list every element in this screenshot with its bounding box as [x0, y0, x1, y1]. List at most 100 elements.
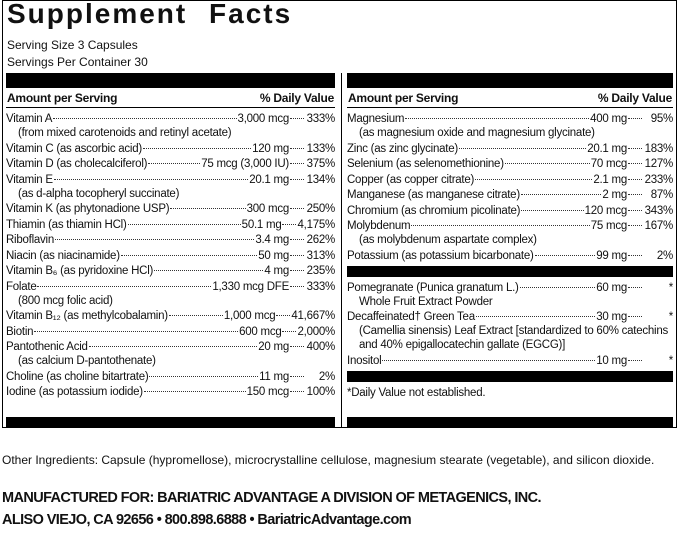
leader: [282, 330, 297, 332]
nutrient-name: Chromium (as chromium picolinate): [347, 204, 521, 217]
amount: 30 mg: [596, 311, 627, 323]
daily-value: 333%: [306, 113, 336, 125]
bar: [347, 265, 673, 277]
amount: 11 mg: [259, 370, 289, 383]
leader: [504, 163, 590, 164]
column-divider: [341, 73, 342, 427]
nutrient-row: Thiamin (as thiamin HCl) 50.1 mg 4,175%: [6, 218, 335, 232]
amount: 300 mcg: [246, 203, 290, 215]
nutrient-name: Choline (as choline bitartrate): [6, 370, 149, 383]
leader: [154, 270, 264, 271]
amount: 1,330 mcg DFE: [212, 280, 289, 293]
amount: 120 mg: [252, 142, 289, 155]
leader: [628, 286, 642, 288]
daily-value: 262%: [306, 234, 336, 246]
nutrient-name: Pantothenic Acid: [6, 341, 88, 353]
nutrient-name: Riboflavin: [6, 234, 54, 246]
amount: 50.1 mg: [241, 218, 282, 231]
leader: [628, 254, 642, 256]
dv-header: % Daily Value: [259, 91, 334, 105]
leader: [127, 223, 241, 225]
nutrient-row: Inositol 10 mg *: [347, 354, 673, 368]
amount: 400 mg: [590, 113, 627, 125]
leader: [282, 223, 297, 225]
nutrient-name: Vitamin C (as ascorbic acid): [6, 142, 142, 155]
amount: 20.1 mg: [587, 142, 627, 155]
leader: [290, 346, 304, 347]
right-column: Amount per Serving % Daily Value Magnesiu…: [347, 73, 673, 427]
nutrient-row: Biotin 600 mcg 2,000%: [6, 325, 335, 339]
nutrient-name: Vitamin A: [6, 113, 53, 125]
amount: 600 mcg: [239, 325, 282, 338]
daily-value: *: [668, 354, 673, 367]
leader: [290, 375, 304, 377]
nutrient-note: (as calcium D-pantothenate): [18, 355, 156, 367]
nutrient-name: Potassium (as potassium bicarbonate): [347, 249, 534, 262]
leader: [521, 209, 584, 211]
nutrient-name: Vitamin D (as cholecalciferol): [6, 158, 148, 170]
leader: [120, 254, 258, 256]
daily-value: 313%: [306, 249, 336, 262]
nutrient-row: Riboflavin 3.4 mg 262%: [6, 233, 335, 247]
nutrient-name: Molybdenum: [347, 220, 411, 232]
leader: [628, 147, 642, 149]
column-header: Amount per Serving % Daily Value: [347, 88, 673, 108]
nutrient-name: Zinc (as zinc glycinate): [347, 142, 458, 155]
nutrient-row: Pantothenic Acid 20 mg 400%: [6, 340, 335, 354]
nutrient-row: Vitamin E 20.1 mg 134%: [6, 173, 335, 187]
leader: [290, 208, 304, 209]
daily-value: 333%: [306, 280, 336, 293]
nutrient-name: Manganese (as manganese citrate): [347, 189, 520, 201]
nutrient-name: Vitamin B₁₂ (as methylcobalamin): [6, 310, 168, 322]
daily-value: 250%: [306, 203, 336, 215]
nutrient-name: Selenium (as selenomethionine): [347, 158, 504, 170]
rows: Magnesium 400 mg 95% (as magnesium oxide an…: [347, 112, 673, 263]
amount: 150 mcg: [246, 386, 290, 398]
nutrient-name: Copper (as copper citrate): [347, 173, 475, 186]
nutrient-row: Decaffeinated† Green Tea 30 mg *: [347, 310, 673, 324]
nutrient-note: (800 mcg folic acid): [18, 294, 113, 307]
nutrient-note: (Camellia sinensis) Leaf Extract [standa…: [359, 325, 668, 351]
leader: [290, 118, 304, 119]
rows: Vitamin A 3,000 mcg 333% (from mixed carote…: [6, 112, 335, 399]
column-header: Amount per Serving % Daily Value: [6, 88, 335, 108]
serving-size: Serving Size 3 Capsules: [7, 38, 138, 52]
leader: [170, 208, 246, 209]
amount: 3,000 mcg: [237, 113, 290, 125]
nutrient-note: (from mixed carotenoids and retinyl acet…: [18, 127, 232, 139]
leader: [276, 315, 291, 316]
daily-value: 2,000%: [297, 325, 335, 338]
leader: [475, 178, 593, 180]
title: Supplement Facts: [7, 0, 293, 29]
nutrient-row: Selenium (as selenomethionine) 70 mcg 127%: [347, 157, 673, 171]
nutrient-note: (as d-alpha tocopheryl succinate): [18, 187, 180, 200]
daily-value: *: [668, 281, 673, 294]
leader: [290, 285, 304, 287]
nutrient-name: Decaffeinated† Green Tea: [347, 311, 475, 323]
nutrient-row: Vitamin K (as phytonadione USP) 300 mcg 25…: [6, 202, 335, 216]
leader: [53, 178, 249, 180]
daily-value: *: [668, 311, 673, 323]
amount: 3.4 mg: [255, 234, 289, 246]
amount: 1,000 mcg: [223, 310, 276, 322]
leader: [411, 225, 590, 226]
amount: 60 mg: [596, 281, 627, 294]
daily-value: 2%: [318, 370, 335, 383]
leader: [53, 118, 237, 119]
leader: [88, 346, 258, 347]
nutrient-note: (as magnesium oxide and magnesium glycin…: [359, 127, 595, 139]
daily-value: 41,667%: [291, 310, 335, 322]
rows: Pomegranate (Punica granatum L.) 60 mg * Wh…: [347, 281, 673, 368]
leader: [628, 118, 642, 119]
nutrient-row: Vitamin D (as cholecalciferol) 75 mcg (3,…: [6, 157, 335, 171]
amount: 75 mcg: [590, 220, 627, 232]
bar: [6, 417, 335, 427]
leader: [148, 163, 201, 164]
daily-value: 167%: [644, 220, 674, 232]
amount: 99 mg: [596, 249, 627, 262]
leader: [628, 316, 642, 317]
amount-header: Amount per Serving: [7, 91, 118, 105]
nutrient-row: Folate 1,330 mcg DFE 333%: [6, 280, 335, 294]
daily-value: 133%: [306, 142, 336, 155]
leader: [534, 254, 596, 256]
